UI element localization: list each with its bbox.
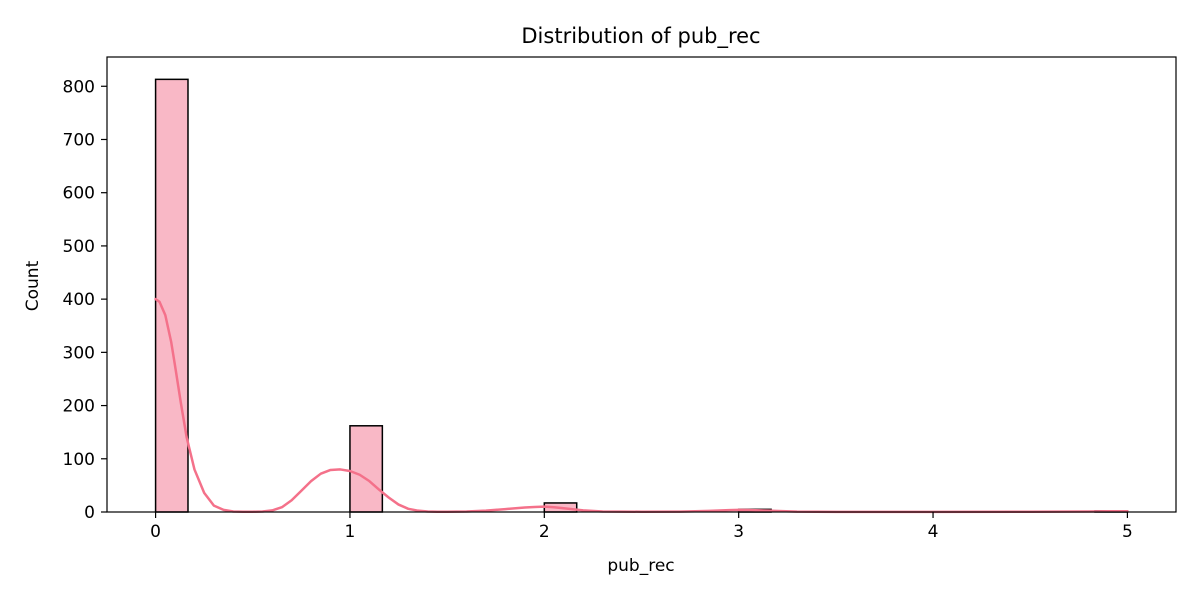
x-axis-label: pub_rec: [607, 556, 674, 576]
bars-group: [154, 78, 1129, 513]
y-axis-label: Count: [23, 260, 43, 311]
y-axis: 0 100 200 300 400 500 600 700 800: [63, 77, 107, 523]
x-tick-label-3: 3: [733, 522, 744, 542]
plot-frame: [106, 56, 1177, 513]
y-tick-label-800: 800: [63, 77, 95, 97]
y-tick-label-600: 600: [63, 184, 95, 204]
y-tick-label-400: 400: [63, 290, 95, 310]
x-tick-label-0: 0: [150, 522, 161, 542]
y-tick-label-300: 300: [63, 343, 95, 363]
chart-title: Distribution of pub_rec: [521, 24, 760, 49]
y-tick-label-0: 0: [84, 503, 95, 523]
x-tick-label-5: 5: [1122, 522, 1133, 542]
kde-line: [154, 297, 1129, 514]
y-tick-label-200: 200: [63, 397, 95, 417]
x-tick-label-4: 4: [928, 522, 939, 542]
x-tick-label-2: 2: [539, 522, 550, 542]
y-tick-label-500: 500: [63, 237, 95, 257]
x-axis: 0 1 2 3 4 5: [150, 512, 1133, 542]
kde-group: [154, 297, 1129, 514]
y-tick-label-100: 100: [63, 450, 95, 470]
histogram-bar-1: [349, 425, 384, 513]
histogram-bar-0: [154, 78, 189, 513]
y-tick-label-700: 700: [63, 130, 95, 150]
x-tick-label-1: 1: [345, 522, 356, 542]
